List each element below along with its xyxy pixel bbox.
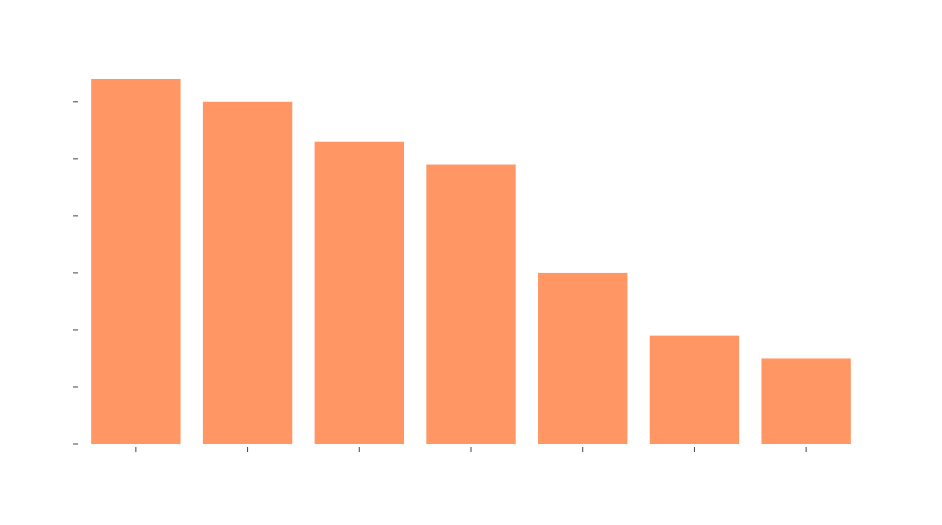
bar-0 <box>91 79 181 444</box>
bar-5 <box>649 335 740 444</box>
bar-2 <box>314 141 404 444</box>
bar-1 <box>202 101 293 444</box>
bar-3 <box>426 164 516 444</box>
x-axis-ticks <box>135 447 807 452</box>
y-axis-ticks <box>73 101 78 445</box>
bars-group <box>91 79 851 444</box>
bar-4 <box>538 272 628 444</box>
bar-6 <box>761 358 851 444</box>
